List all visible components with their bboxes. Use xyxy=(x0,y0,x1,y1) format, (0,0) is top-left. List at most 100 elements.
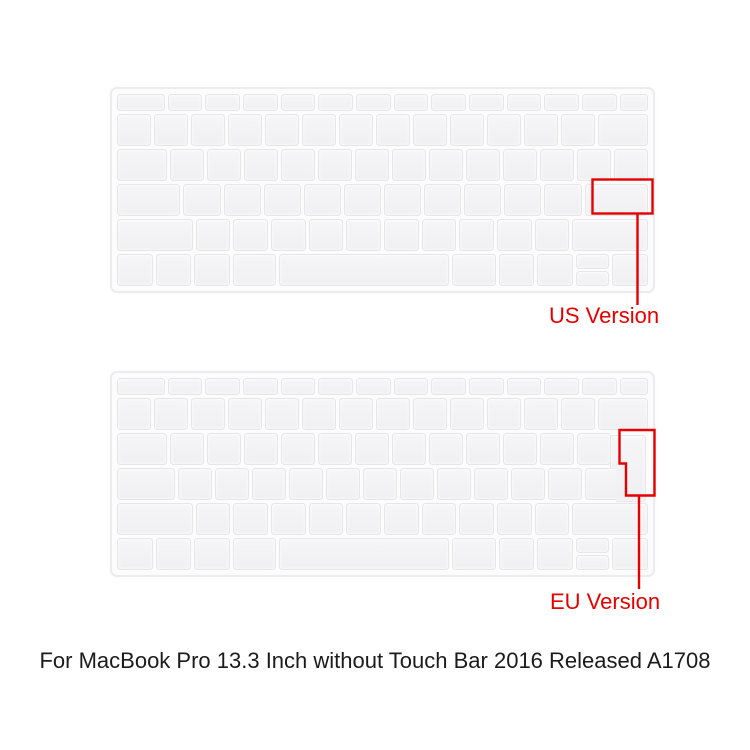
blank-key xyxy=(487,398,521,430)
right-arrow-key xyxy=(612,538,648,570)
blank-key xyxy=(117,468,175,500)
blank-key xyxy=(117,503,193,535)
blank-key xyxy=(191,114,225,146)
blank-key xyxy=(534,503,570,535)
blank-key xyxy=(450,114,484,146)
blank-key xyxy=(548,468,582,500)
blank-key xyxy=(474,468,508,500)
blank-key xyxy=(421,503,457,535)
blank-key xyxy=(619,378,648,395)
blank-key xyxy=(318,149,352,181)
blank-key xyxy=(302,114,336,146)
blank-key xyxy=(437,468,471,500)
blank-key xyxy=(154,114,188,146)
blank-key xyxy=(270,503,306,535)
blank-key xyxy=(619,94,648,111)
blank-key xyxy=(561,398,595,430)
blank-key xyxy=(450,398,484,430)
space-key xyxy=(279,538,450,570)
keyboard-cover-us xyxy=(110,87,655,293)
blank-key xyxy=(469,94,504,111)
blank-key xyxy=(498,254,535,286)
eu-version-label: EU Version xyxy=(550,589,661,614)
blank-key xyxy=(207,433,241,465)
up-arrow-key xyxy=(575,254,610,269)
blank-key xyxy=(167,94,203,111)
blank-key xyxy=(228,114,262,146)
blank-key xyxy=(339,114,373,146)
blank-key xyxy=(215,468,249,500)
blank-key xyxy=(244,149,278,181)
blank-key xyxy=(524,398,558,430)
blank-key xyxy=(544,94,580,111)
key-row xyxy=(117,184,648,216)
blank-key xyxy=(544,184,582,216)
blank-key xyxy=(280,378,316,395)
blank-key xyxy=(413,398,447,430)
left-arrow-key xyxy=(537,538,573,570)
blank-key xyxy=(413,114,447,146)
blank-key xyxy=(228,398,262,430)
blank-key xyxy=(585,468,619,500)
key-row xyxy=(117,114,648,146)
blank-key xyxy=(252,468,286,500)
blank-key xyxy=(117,398,151,430)
blank-key xyxy=(355,149,389,181)
blank-key xyxy=(303,184,341,216)
blank-key xyxy=(302,398,336,430)
blank-key xyxy=(534,219,570,251)
blank-key xyxy=(466,433,500,465)
blank-key xyxy=(355,433,389,465)
blank-key xyxy=(195,219,231,251)
up-down-arrow-keys xyxy=(575,254,610,286)
key-row xyxy=(117,94,648,111)
blank-key xyxy=(376,398,410,430)
keyboard-cover-eu xyxy=(110,371,655,577)
blank-key xyxy=(117,254,153,286)
blank-key xyxy=(392,433,426,465)
blank-key xyxy=(194,538,230,570)
blank-key xyxy=(339,398,373,430)
blank-key xyxy=(183,184,221,216)
blank-key xyxy=(205,378,241,395)
blank-key xyxy=(346,503,381,535)
blank-key xyxy=(117,114,151,146)
down-arrow-key xyxy=(575,555,610,570)
blank-key xyxy=(170,433,204,465)
blank-key xyxy=(392,149,426,181)
blank-key xyxy=(280,94,316,111)
blank-key xyxy=(452,254,496,286)
left-arrow-key xyxy=(537,254,573,286)
blank-key xyxy=(498,538,535,570)
blank-key xyxy=(167,378,203,395)
blank-key xyxy=(265,398,299,430)
blank-key xyxy=(466,149,500,181)
blank-key xyxy=(572,503,648,535)
blank-key xyxy=(429,149,463,181)
blank-key xyxy=(544,378,580,395)
blank-key xyxy=(318,433,352,465)
blank-key xyxy=(497,503,532,535)
blank-key xyxy=(233,219,268,251)
blank-key xyxy=(117,149,167,181)
space-key xyxy=(279,254,450,286)
blank-key xyxy=(308,219,344,251)
key-row xyxy=(117,254,648,286)
right-arrow-key xyxy=(612,254,648,286)
blank-key xyxy=(561,114,595,146)
blank-key xyxy=(289,468,323,500)
blank-key xyxy=(326,468,360,500)
blank-key xyxy=(178,468,212,500)
blank-key xyxy=(383,503,419,535)
blank-key xyxy=(244,433,278,465)
blank-key xyxy=(205,94,241,111)
blank-key xyxy=(424,184,462,216)
blank-key xyxy=(356,94,391,111)
blank-key xyxy=(363,468,397,500)
blank-key xyxy=(614,149,648,181)
blank-key xyxy=(464,184,502,216)
blank-key xyxy=(376,114,410,146)
key-row xyxy=(117,378,648,395)
blank-key xyxy=(452,538,496,570)
blank-key xyxy=(459,219,495,251)
